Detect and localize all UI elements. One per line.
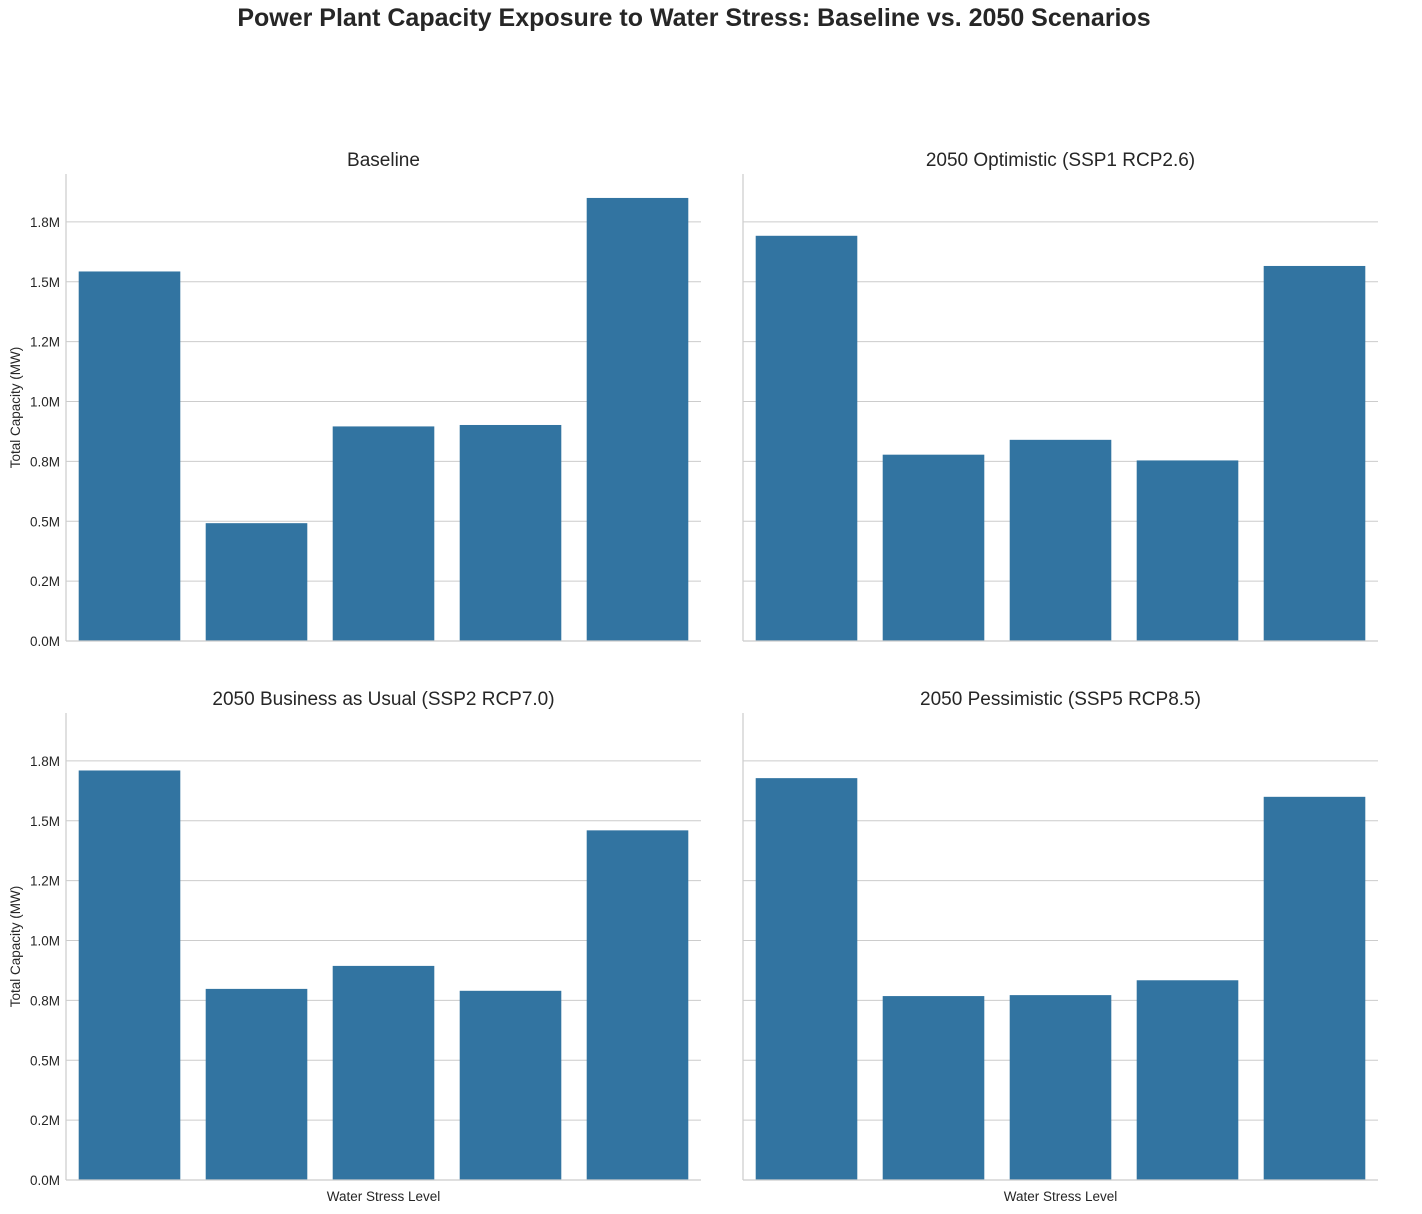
y-tick-label: 0.0M <box>30 634 60 649</box>
bar-2 <box>205 523 308 641</box>
figure-title: Power Plant Capacity Exposure to Water S… <box>237 4 1151 32</box>
bar-5 <box>586 830 689 1180</box>
y-tick-label: 0.0M <box>30 1173 60 1188</box>
bar-4 <box>459 990 562 1180</box>
chart-panel-2: 2050 Optimistic (SSP1 RCP2.6) <box>742 150 1378 642</box>
y-tick-label: 1.8M <box>30 215 60 230</box>
y-tick-label: 1.2M <box>30 335 60 350</box>
bar-3 <box>1009 439 1112 641</box>
bar-3 <box>1009 995 1112 1180</box>
subplot-title: 2050 Business as Usual (SSP2 RCP7.0) <box>212 689 554 710</box>
bar-3 <box>332 426 435 641</box>
y-tick-label: 0.5M <box>30 1053 60 1068</box>
y-axis-label: Total Capacity (MW) <box>8 347 23 469</box>
y-tick-label: 1.5M <box>30 275 60 290</box>
bar-3 <box>332 965 435 1180</box>
bar-2 <box>205 988 308 1180</box>
bar-5 <box>1263 265 1366 641</box>
x-axis-label: Water Stress Level <box>327 1189 441 1204</box>
y-tick-label: 0.2M <box>30 1113 60 1128</box>
x-axis-label: Water Stress Level <box>1004 1189 1118 1204</box>
y-tick-label: 0.5M <box>30 514 60 529</box>
y-tick-label: 0.8M <box>30 454 60 469</box>
y-tick-label: 1.5M <box>30 814 60 829</box>
y-tick-label: 1.2M <box>30 874 60 889</box>
bar-2 <box>882 454 985 641</box>
bar-5 <box>586 197 689 641</box>
y-tick-label: 0.8M <box>30 993 60 1008</box>
subplot-title: 2050 Optimistic (SSP1 RCP2.6) <box>926 150 1195 171</box>
y-axis-label: Total Capacity (MW) <box>8 886 23 1008</box>
bar-1 <box>755 778 858 1180</box>
subplot-title: 2050 Pessimistic (SSP5 RCP8.5) <box>920 689 1201 710</box>
bar-1 <box>78 271 181 641</box>
bar-1 <box>78 770 181 1180</box>
y-tick-label: 1.0M <box>30 934 60 949</box>
chart-panel-3: 0.0M 0.2M 0.5M 0.8M 1.0M 1.2M 1.5M 1.8M 2050 Bus… <box>8 689 701 1204</box>
y-tick-label: 1.8M <box>30 754 60 769</box>
y-tick-label: 1.0M <box>30 395 60 410</box>
bar-4 <box>459 424 562 641</box>
chart-panel-4: 2050 Pessimistic (SSP5 RCP8.5) Water Stre… <box>742 689 1378 1204</box>
bar-2 <box>882 996 985 1180</box>
bar-1 <box>755 235 858 641</box>
bar-5 <box>1263 796 1366 1180</box>
subplot-title: Baseline <box>347 150 420 171</box>
bar-4 <box>1136 980 1239 1180</box>
y-tick-label: 0.2M <box>30 574 60 589</box>
bar-4 <box>1136 460 1239 641</box>
chart-panel-1: 0.0M 0.2M 0.5M 0.8M 1.0M 1.2M 1.5M 1.8M Baseline… <box>8 150 701 649</box>
